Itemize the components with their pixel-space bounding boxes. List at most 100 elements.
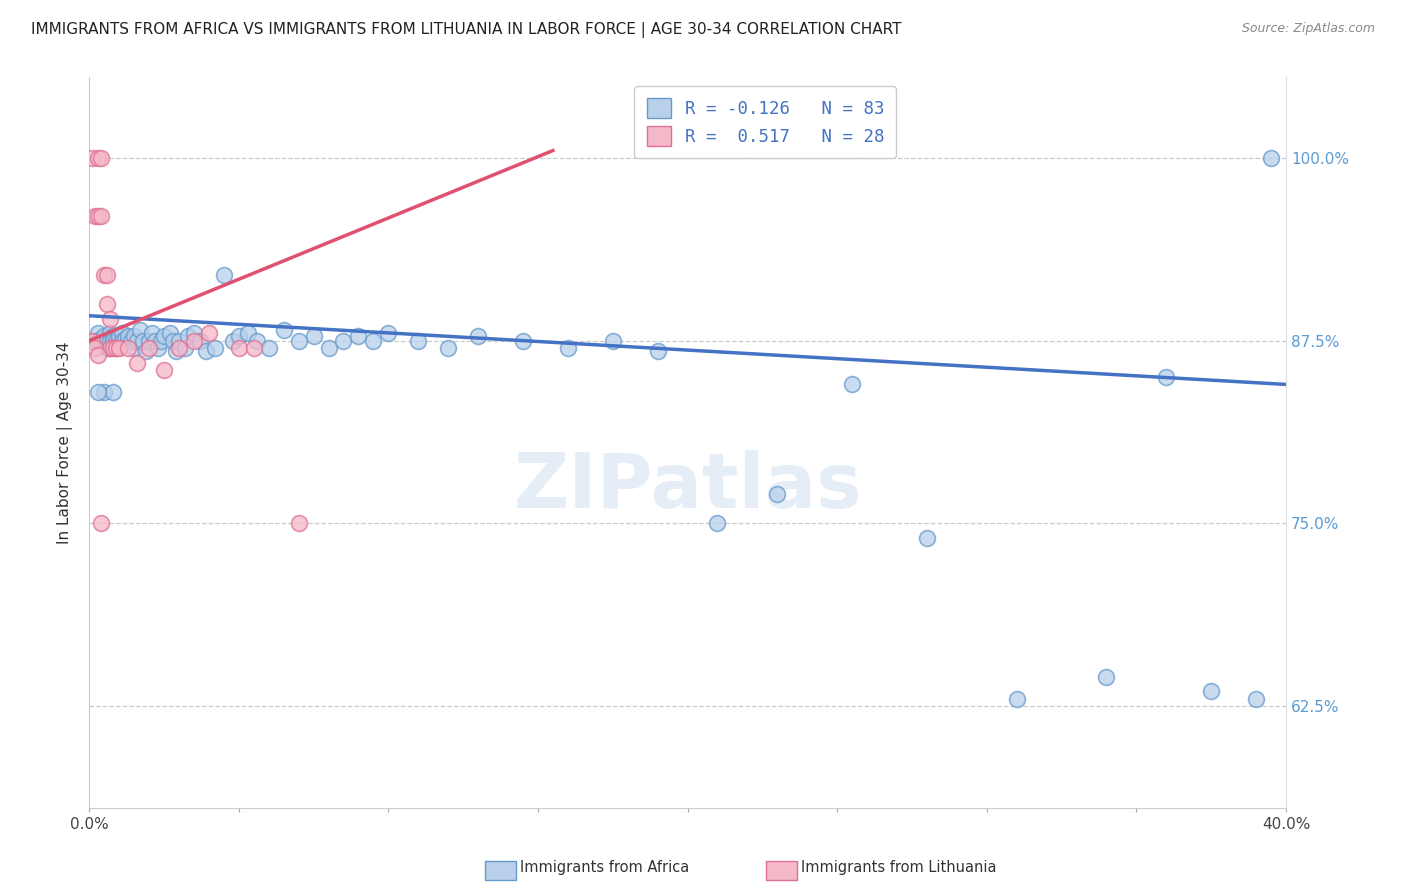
Point [87, 384, 110, 399]
Point [167, 341, 190, 355]
Point [117, 334, 139, 348]
Point [222, 334, 245, 348]
Point [437, 341, 460, 355]
Point [93, 329, 115, 343]
Point [194, 343, 217, 358]
Point [98, 311, 121, 326]
Point [96, 334, 118, 348]
Point [602, 334, 624, 348]
Point [212, 268, 235, 282]
Point [174, 341, 197, 355]
Point [1244, 691, 1267, 706]
Point [125, 355, 148, 369]
Legend: R = -0.126   N = 83, R =  0.517   N = 28: R = -0.126 N = 83, R = 0.517 N = 28 [634, 87, 897, 159]
Text: Immigrants from Lithuania: Immigrants from Lithuania [801, 860, 997, 874]
Point [108, 334, 131, 348]
Point [114, 332, 136, 346]
Point [183, 326, 205, 341]
Point [135, 343, 157, 358]
Point [90, 151, 112, 165]
Point [101, 329, 124, 343]
Point [129, 323, 152, 337]
Point [146, 341, 169, 355]
Point [101, 334, 124, 348]
Point [287, 516, 309, 531]
Point [204, 341, 226, 355]
Point [647, 343, 669, 358]
Point [93, 268, 115, 282]
Point [132, 334, 155, 348]
Point [98, 341, 121, 355]
Point [153, 329, 176, 343]
Point [101, 334, 124, 348]
Point [120, 334, 142, 348]
Text: ZIPatlas: ZIPatlas [513, 450, 862, 524]
Point [246, 334, 269, 348]
Point [84, 341, 107, 355]
Point [87, 326, 110, 341]
Point [122, 341, 145, 355]
Point [96, 268, 118, 282]
Point [105, 341, 128, 355]
Point [84, 334, 107, 348]
Point [82, 151, 104, 165]
Point [87, 334, 110, 348]
Point [87, 151, 110, 165]
Y-axis label: In Labor Force | Age 30-34: In Labor Force | Age 30-34 [58, 342, 73, 544]
Point [125, 334, 148, 348]
Point [105, 334, 128, 348]
Point [98, 334, 121, 348]
Point [149, 334, 172, 348]
Point [90, 210, 112, 224]
Point [153, 363, 176, 377]
Point [111, 334, 134, 348]
Point [105, 341, 128, 355]
Point [90, 516, 112, 531]
Point [87, 348, 110, 362]
Point [1156, 370, 1178, 384]
Point [1095, 670, 1118, 684]
Point [257, 341, 280, 355]
Point [143, 334, 166, 348]
Point [162, 334, 184, 348]
Point [766, 487, 789, 501]
Point [183, 334, 205, 348]
Point [96, 341, 118, 355]
Point [122, 329, 145, 343]
Point [96, 297, 118, 311]
Point [117, 341, 139, 355]
Point [167, 334, 190, 348]
Point [318, 341, 340, 355]
Point [141, 326, 163, 341]
Point [1199, 684, 1222, 698]
Point [82, 334, 104, 348]
Point [332, 334, 354, 348]
Point [84, 210, 107, 224]
Point [236, 326, 259, 341]
Point [90, 332, 112, 346]
Point [111, 326, 134, 341]
Point [242, 341, 264, 355]
Point [406, 334, 429, 348]
Point [228, 329, 250, 343]
Point [377, 326, 399, 341]
Point [84, 334, 107, 348]
Point [108, 329, 131, 343]
Point [287, 334, 309, 348]
Point [101, 384, 124, 399]
Point [347, 329, 370, 343]
Point [273, 323, 295, 337]
Point [915, 531, 938, 545]
Point [1005, 691, 1028, 706]
Point [87, 210, 110, 224]
Point [138, 334, 160, 348]
Text: Source: ZipAtlas.com: Source: ZipAtlas.com [1241, 22, 1375, 36]
Point [363, 334, 385, 348]
Point [117, 329, 139, 343]
Text: Immigrants from Africa: Immigrants from Africa [520, 860, 689, 874]
Point [467, 329, 489, 343]
Text: IMMIGRANTS FROM AFRICA VS IMMIGRANTS FROM LITHUANIA IN LABOR FORCE | AGE 30-34 C: IMMIGRANTS FROM AFRICA VS IMMIGRANTS FRO… [31, 22, 901, 38]
Point [512, 334, 534, 348]
Point [90, 334, 112, 348]
Point [302, 329, 325, 343]
